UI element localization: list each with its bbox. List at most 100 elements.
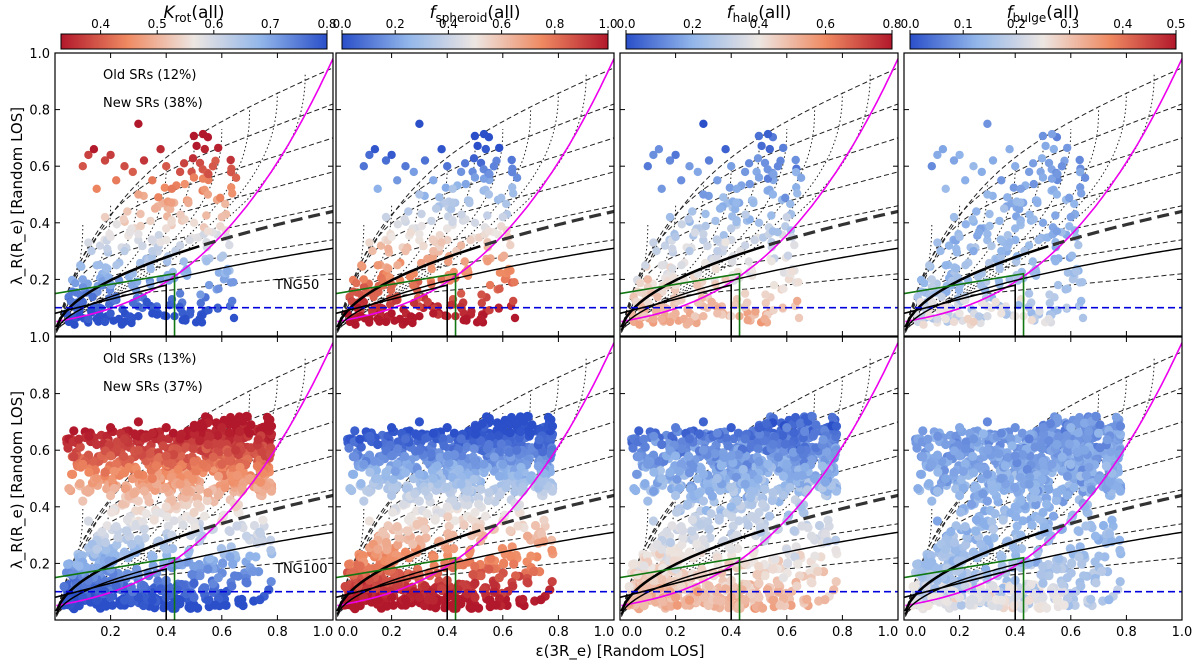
scatter-point	[107, 474, 117, 484]
scatter-point	[456, 434, 466, 444]
panel-r1-c2: 0.0 0.2 0.4 0.6 0.8 1.0	[619, 336, 899, 640]
scatter-point	[393, 176, 402, 185]
scatter-point	[768, 190, 778, 199]
scatter-point	[161, 482, 171, 492]
scatter-point	[403, 526, 413, 536]
scatter-point	[504, 267, 513, 276]
scatter-point	[640, 479, 650, 489]
scatter-point	[457, 210, 466, 219]
colorbar-title-tail: (all)	[487, 3, 520, 23]
scatter-point	[154, 452, 164, 463]
scatter-point	[509, 296, 518, 306]
scatter-point	[225, 552, 235, 562]
scatter-point	[782, 212, 791, 222]
scatter-point	[120, 246, 129, 256]
thick-sqrt-line	[55, 528, 200, 612]
scatter-point	[1024, 289, 1034, 298]
scatter-point	[767, 257, 776, 266]
scatter-point	[429, 176, 438, 185]
scatter-point	[1078, 313, 1088, 323]
scatter-point	[463, 265, 472, 274]
scatter-point	[437, 145, 446, 154]
inclination-curve	[904, 223, 933, 331]
scatter-point	[95, 241, 105, 250]
scatter-point	[512, 445, 522, 455]
scatter-point	[196, 419, 206, 429]
thick-sqrt-line	[620, 244, 765, 328]
scatter-point	[217, 423, 227, 433]
scatter-point	[941, 314, 950, 324]
scatter-point	[203, 227, 213, 236]
scatter-point	[1027, 316, 1036, 325]
scatter-point	[106, 232, 115, 242]
scatter-point	[193, 603, 203, 613]
scatter-point	[59, 581, 69, 592]
scatter-point	[510, 278, 519, 287]
scatter-point	[92, 261, 101, 270]
scatter-point	[84, 431, 94, 441]
scatter-point	[70, 320, 79, 329]
scatter-point	[356, 442, 366, 452]
scatter-point	[106, 309, 115, 318]
scatter-point	[215, 439, 225, 449]
scatter-point	[752, 569, 762, 580]
scatter-point	[761, 290, 770, 299]
colorbar-title-sub: rot	[175, 11, 192, 25]
scatter-point	[757, 141, 766, 151]
scatter-point	[392, 581, 402, 591]
scatter-point	[629, 484, 639, 494]
scatter-point	[706, 509, 716, 519]
scatter-point	[791, 155, 800, 165]
scatter-point	[184, 198, 193, 208]
scatter-point	[684, 215, 693, 224]
scatter-point	[217, 212, 226, 222]
scatter-point	[806, 531, 817, 541]
edge-on-line	[337, 342, 614, 607]
scatter-point	[530, 520, 541, 531]
scatter-point	[991, 297, 1000, 307]
scatter-point	[1077, 296, 1086, 306]
scatter-point	[470, 507, 480, 518]
scatter-point	[662, 527, 672, 537]
colorbar-tick-label: 0.8	[317, 17, 336, 31]
colorbar-title-tail: (all)	[758, 3, 791, 23]
scatter-point	[725, 183, 734, 192]
scatter-point	[685, 246, 694, 256]
scatter-point	[358, 551, 368, 561]
scatter-point	[1078, 278, 1087, 287]
scatter-point	[428, 473, 438, 484]
scatter-point	[1052, 227, 1062, 236]
scatter-point	[744, 257, 753, 266]
scatter-point	[668, 244, 677, 253]
scatter-point	[484, 227, 494, 236]
x-tick-label: 1.0	[313, 625, 334, 640]
sqrt-line	[336, 531, 614, 615]
colorbar-tick-label: 0.5	[1166, 17, 1185, 31]
scatter-point	[1052, 190, 1062, 199]
scatter-point	[359, 297, 368, 307]
scatter-point	[387, 490, 397, 501]
scatter-point	[148, 309, 157, 318]
scatter-point	[754, 131, 764, 141]
scatter-point	[763, 129, 773, 139]
colorbar-tick-label: 0.0	[616, 17, 635, 31]
scatter-point	[139, 524, 149, 535]
scatter-point	[400, 468, 411, 478]
scatter-point	[643, 275, 652, 284]
black-selection-box	[336, 568, 448, 620]
scatter-point	[456, 595, 466, 605]
scatter-point	[112, 540, 122, 550]
scatter-point	[494, 573, 504, 583]
scatter-point	[249, 520, 260, 531]
scatter-point	[112, 261, 121, 270]
scatter-point	[676, 459, 686, 469]
panel-plot-area	[55, 58, 333, 336]
colorbar-tick-label: 0.2	[386, 17, 405, 31]
scatter-point	[1011, 224, 1020, 233]
scatter-point	[161, 544, 171, 554]
scatter-point	[427, 216, 436, 226]
scatter-point	[778, 573, 788, 583]
scatter-point	[1063, 268, 1073, 277]
scatter-point	[169, 516, 179, 526]
scatter-point	[92, 314, 101, 324]
